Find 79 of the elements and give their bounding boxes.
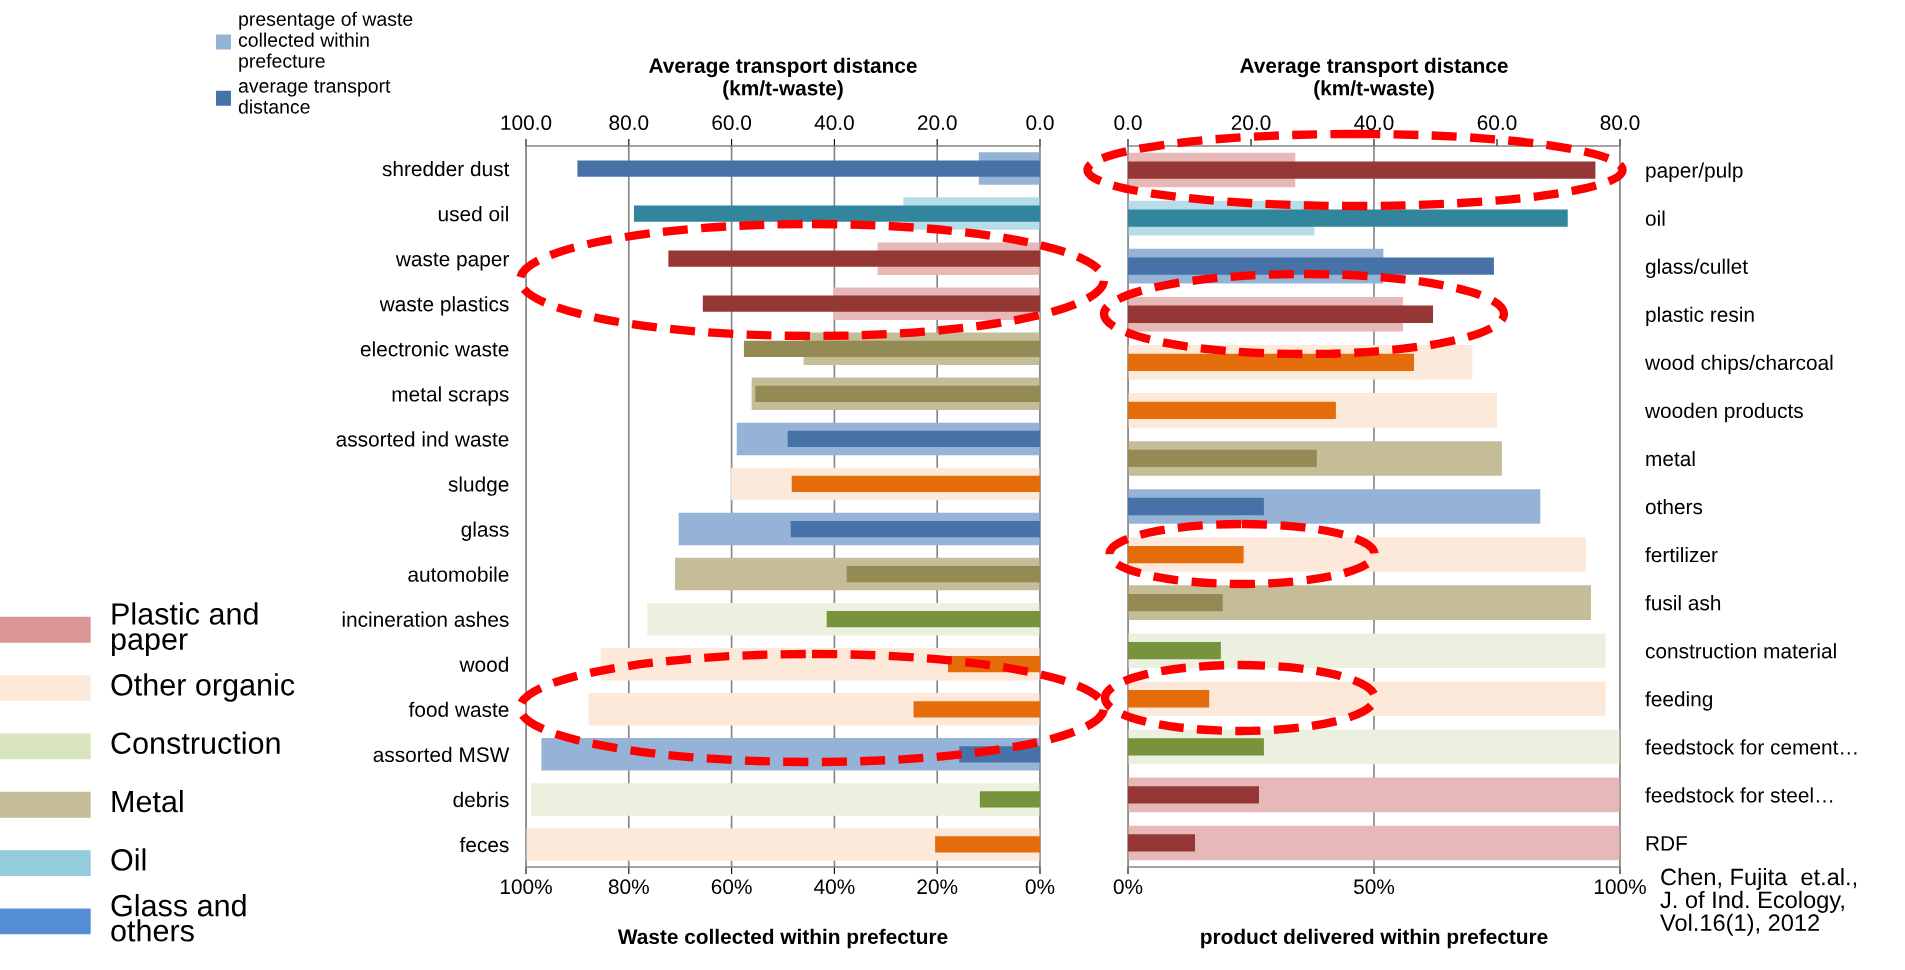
x-tick-label: 100%: [500, 879, 552, 895]
bar: [935, 836, 1040, 853]
bar: [577, 160, 1040, 177]
x2-tick-label: 60.0: [1477, 115, 1517, 131]
bar: [668, 250, 1040, 267]
y-tick-label: feeding: [1645, 691, 1713, 711]
bar: [787, 430, 1040, 448]
y-tick-label: used oil: [438, 206, 508, 222]
bar: [979, 791, 1040, 808]
x2-tick-label: 20.0: [1231, 115, 1271, 131]
x-tick-label: 100%: [1594, 879, 1646, 895]
y-tick-label: paper/pulp: [1646, 162, 1743, 182]
y-tick-label: assorted MSW: [373, 746, 510, 763]
x-tick-label: 50%: [1353, 879, 1395, 895]
x-tick-label: 0%: [1113, 879, 1143, 895]
x2-tick-label: 0.0: [1026, 115, 1054, 131]
y-tick-label: construction material: [1645, 643, 1836, 659]
y-tick-label: fusil ash: [1645, 595, 1721, 611]
x-tick-label: 20%: [917, 879, 958, 895]
x-tick-label: 60%: [711, 879, 752, 895]
x2-axis-title: Average transport distance (km/t-waste): [1240, 57, 1508, 100]
y-tick-label: metal scraps: [392, 386, 509, 406]
x2-tick-label: 80.0: [1600, 115, 1640, 131]
y-tick-label: automobile: [408, 566, 509, 582]
y-tick-label: fertilizer: [1645, 547, 1718, 563]
bar: [743, 340, 1040, 357]
y-tick-label: debris: [453, 791, 509, 808]
y-tick-label: electronic waste: [360, 341, 509, 357]
y-tick-label: sludge: [448, 476, 509, 496]
bar: [790, 520, 1040, 538]
y-tick-label: metal: [1646, 450, 1695, 467]
y-tick-label: waste plastics: [379, 296, 509, 316]
category-label: Plastic and paper: [111, 602, 258, 656]
category-label: Metal: [112, 789, 183, 813]
y-tick-label: waste paper: [395, 252, 509, 271]
y-tick-label: wood: [459, 656, 508, 672]
y-tick-label: glass/cullet: [1645, 258, 1748, 279]
y-tick-label: feces: [459, 836, 509, 853]
x2-tick-label: 40.0: [814, 115, 854, 131]
y-tick-label: shredder dust: [382, 160, 510, 177]
x-tick-label: 0%: [1025, 879, 1055, 895]
bar: [755, 385, 1040, 402]
y-tick-label: assorted ind waste: [336, 431, 509, 447]
x2-tick-label: 40.0: [1354, 115, 1394, 131]
x2-tick-label: 20.0: [917, 115, 957, 131]
y-tick-label: wood chips/charcoal: [1644, 354, 1833, 375]
y-tick-label: feedstock for steel…: [1645, 787, 1833, 803]
bar: [633, 205, 1040, 222]
y-tick-label: feedstock for cement…: [1645, 739, 1857, 755]
x2-axis-title: Average transport distance (km/t-waste): [649, 57, 917, 100]
category-label: Other organic: [111, 673, 295, 702]
category-label: Glass and others: [111, 894, 246, 942]
y-tick-label: food waste: [408, 701, 509, 718]
bar: [826, 611, 1040, 628]
bar: [791, 475, 1040, 493]
y-tick-label: incineration ashes: [342, 611, 509, 627]
bar: [913, 701, 1040, 718]
x-tick-label: 80%: [608, 879, 649, 895]
category-label: Construction: [111, 731, 280, 755]
bar: [531, 783, 1040, 816]
bar: [702, 295, 1040, 312]
x2-tick-label: 80.0: [609, 115, 649, 131]
x-axis-title: Waste collected within prefecture: [617, 928, 948, 949]
y-tick-label: plastic resin: [1646, 306, 1754, 327]
legend-label: presentage of waste collected within prefecture: [238, 11, 413, 72]
x2-tick-label: 100.0: [501, 115, 552, 131]
x-tick-label: 40%: [814, 879, 855, 895]
bar: [846, 565, 1040, 583]
category-label: Oil: [111, 848, 146, 871]
x2-tick-label: 60.0: [712, 115, 752, 131]
x-axis-title: product delivered within prefecture: [1201, 928, 1548, 949]
y-tick-label: others: [1645, 498, 1703, 515]
y-tick-label: wooden products: [1644, 402, 1803, 423]
text: Chen, Fujita et.al., J. of Ind. Ecology, Vol.16(1), 2012: [1660, 868, 1857, 936]
y-tick-label: glass: [461, 521, 509, 541]
y-tick-label: oil: [1645, 210, 1665, 226]
legend-label: average transport distance: [238, 80, 391, 114]
x2-tick-label: 0.0: [1114, 115, 1142, 131]
y-tick-label: RDF: [1646, 836, 1687, 851]
